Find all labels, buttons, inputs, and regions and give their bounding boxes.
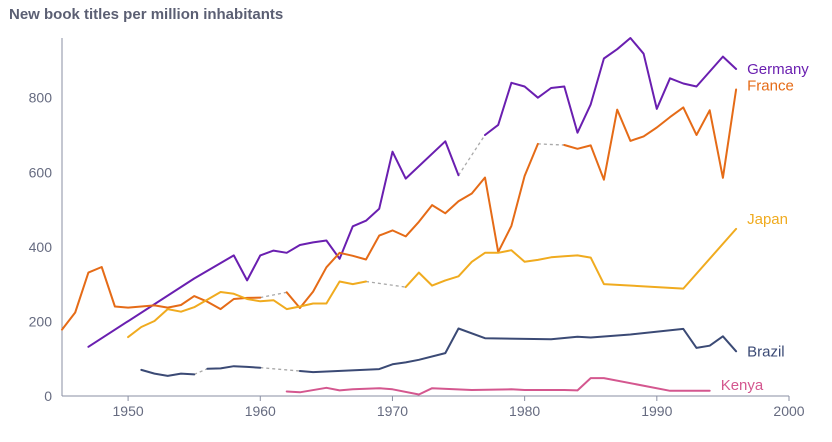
y-tick-label: 0 xyxy=(44,388,52,404)
series-germany xyxy=(87,37,738,348)
series-line-brazil xyxy=(140,368,196,377)
series-line-france xyxy=(285,142,539,309)
gap-connector-brazil xyxy=(260,367,300,372)
gap-connector-japan xyxy=(365,280,406,288)
x-tick-label: 1960 xyxy=(245,403,276,419)
series-layer xyxy=(61,37,738,396)
series-label-japan: Japan xyxy=(747,211,788,228)
y-tick-label: 200 xyxy=(29,313,53,329)
series-line-brazil xyxy=(298,327,738,374)
y-tick-label: 400 xyxy=(29,239,53,255)
gap-connector-germany xyxy=(458,134,486,176)
axes: 0 200 400 600 800 1950 1960 1970 1980 1990 2000 xyxy=(29,38,805,419)
chart-title: New book titles per million inhabitants xyxy=(9,6,284,23)
series-line-japan xyxy=(404,227,738,290)
series-line-kenya xyxy=(285,377,711,396)
series-line-france xyxy=(61,266,262,331)
series-france xyxy=(61,88,738,331)
x-tick-label: 2000 xyxy=(773,403,804,419)
gap-connector-brazil xyxy=(193,368,208,375)
series-label-france: France xyxy=(747,77,794,94)
x-tick-label: 1980 xyxy=(509,403,540,419)
series-line-france xyxy=(563,88,738,181)
series-brazil xyxy=(140,327,738,377)
series-label-kenya: Kenya xyxy=(721,377,764,394)
series-label-brazil: Brazil xyxy=(747,343,785,360)
series-line-japan xyxy=(127,280,367,339)
series-line-brazil xyxy=(206,365,262,370)
gap-connector-france xyxy=(537,143,565,146)
x-tick-label: 1970 xyxy=(377,403,408,419)
series-japan xyxy=(127,227,738,339)
x-tick-label: 1990 xyxy=(641,403,672,419)
series-kenya xyxy=(285,377,711,396)
y-tick-label: 800 xyxy=(29,90,53,106)
series-label-germany: Germany xyxy=(747,61,809,78)
y-tick-label: 600 xyxy=(29,164,53,180)
series-line-germany xyxy=(87,140,460,348)
gap-connector-france xyxy=(260,291,287,299)
x-tick-label: 1950 xyxy=(113,403,144,419)
series-line-germany xyxy=(484,37,738,136)
